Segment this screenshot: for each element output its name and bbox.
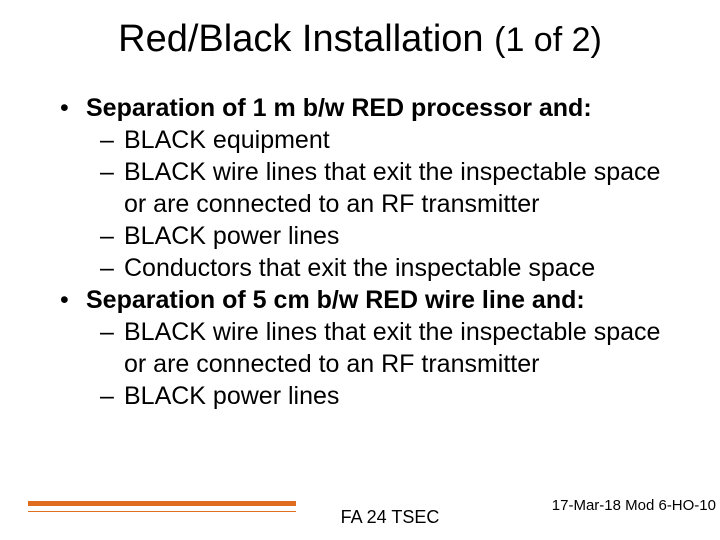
sub-bullet-text: BLACK wire lines that exit the inspectab… <box>124 316 670 380</box>
dash-icon: – <box>100 220 124 252</box>
sub-bullet-text: BLACK equipment <box>124 124 330 156</box>
footer-center-text: FA 24 TSEC <box>341 507 440 528</box>
bullet-mark-icon: • <box>60 284 86 316</box>
dash-icon: – <box>100 156 124 188</box>
dash-icon: – <box>100 252 124 284</box>
dash-icon: – <box>100 316 124 348</box>
slide: Red/Black Installation (1 of 2) • Separa… <box>0 0 720 540</box>
slide-footer: FA 24 TSEC 17-Mar-18 Mod 6-HO-10 <box>0 492 720 540</box>
sub-bullet-text: BLACK wire lines that exit the inspectab… <box>124 156 670 220</box>
bullet-item: • Separation of 5 cm b/w RED wire line a… <box>60 284 670 316</box>
sub-bullet-item: – BLACK wire lines that exit the inspect… <box>60 316 670 380</box>
footer-right-text: 17-Mar-18 Mod 6-HO-10 <box>552 497 716 514</box>
title-paren: (1 of 2) <box>494 21 602 59</box>
sub-bullet-text: BLACK power lines <box>124 380 339 412</box>
dash-icon: – <box>100 380 124 412</box>
footer-rule-thick <box>28 501 296 506</box>
sub-bullet-item: – BLACK equipment <box>60 124 670 156</box>
bullet-item: • Separation of 1 m b/w RED processor an… <box>60 92 670 124</box>
bullet-text: Separation of 1 m b/w RED processor and: <box>86 92 592 124</box>
bullet-text: Separation of 5 cm b/w RED wire line and… <box>86 284 585 316</box>
bullet-mark-icon: • <box>60 92 86 124</box>
sub-bullet-item: – Conductors that exit the inspectable s… <box>60 252 670 284</box>
sub-bullet-item: – BLACK power lines <box>60 220 670 252</box>
title-main: Red/Black Installation <box>118 18 494 60</box>
sub-bullet-item: – BLACK power lines <box>60 380 670 412</box>
dash-icon: – <box>100 124 124 156</box>
sub-bullet-text: Conductors that exit the inspectable spa… <box>124 252 595 284</box>
sub-bullet-item: – BLACK wire lines that exit the inspect… <box>60 156 670 220</box>
slide-body: • Separation of 1 m b/w RED processor an… <box>60 92 670 412</box>
slide-title: Red/Black Installation (1 of 2) <box>0 18 720 61</box>
sub-bullet-text: BLACK power lines <box>124 220 339 252</box>
